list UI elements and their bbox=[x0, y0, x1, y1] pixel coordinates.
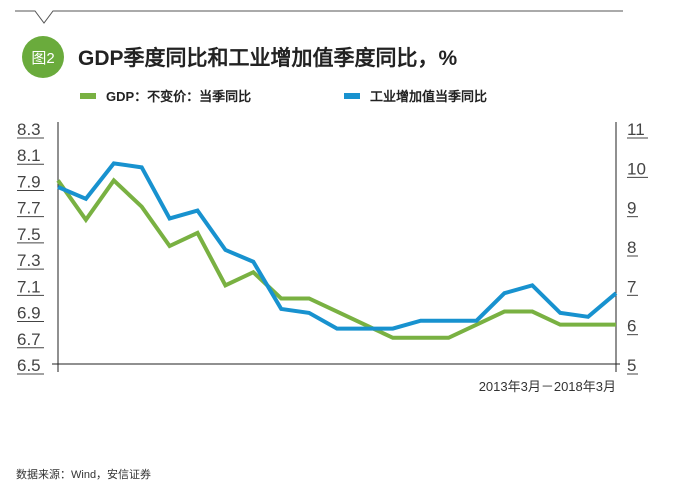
right-tick-label: 9 bbox=[627, 199, 636, 218]
series-line-gdp bbox=[56, 177, 616, 340]
left-tick-label: 8.3 bbox=[17, 120, 41, 139]
legend-swatch-gdp bbox=[80, 92, 96, 99]
source-note: 数据来源：Wind，安信证券 bbox=[16, 469, 152, 481]
left-tick-label: 7.9 bbox=[17, 172, 41, 191]
left-tick-label: 6.5 bbox=[17, 356, 41, 375]
left-tick-label: 7.3 bbox=[17, 251, 41, 270]
series-line-industry bbox=[57, 161, 618, 331]
left-tick-label: 7.5 bbox=[17, 225, 41, 244]
header-divider bbox=[15, 10, 623, 24]
left-tick-label: 6.9 bbox=[17, 304, 41, 323]
legend-label-gdp: GDP：不变价：当季同比 bbox=[106, 89, 252, 104]
right-tick-label: 11 bbox=[627, 120, 645, 139]
left-tick-label: 6.7 bbox=[17, 330, 41, 349]
figure-badge: 图2 bbox=[22, 36, 64, 78]
left-tick-label: 7.7 bbox=[17, 199, 41, 218]
chart-title: GDP季度同比和工业增加值季度同比，% bbox=[78, 47, 458, 70]
legend-label-industry: 工业增加值当季同比 bbox=[370, 89, 488, 104]
right-tick-label: 5 bbox=[627, 356, 636, 375]
legend-item-industry: 工业增加值当季同比 bbox=[344, 86, 487, 105]
x-axis-label: 2013年3月－2018年3月 bbox=[478, 379, 616, 394]
right-tick-label: 10 bbox=[627, 159, 646, 178]
right-tick-label: 6 bbox=[627, 317, 636, 336]
legend-item-gdp: GDP：不变价：当季同比 bbox=[80, 86, 251, 105]
left-tick-label: 8.1 bbox=[17, 146, 41, 165]
legend-swatch-industry bbox=[344, 92, 360, 99]
left-tick-label: 7.1 bbox=[17, 277, 41, 296]
right-tick-label: 8 bbox=[627, 238, 636, 257]
right-tick-label: 7 bbox=[627, 277, 636, 296]
